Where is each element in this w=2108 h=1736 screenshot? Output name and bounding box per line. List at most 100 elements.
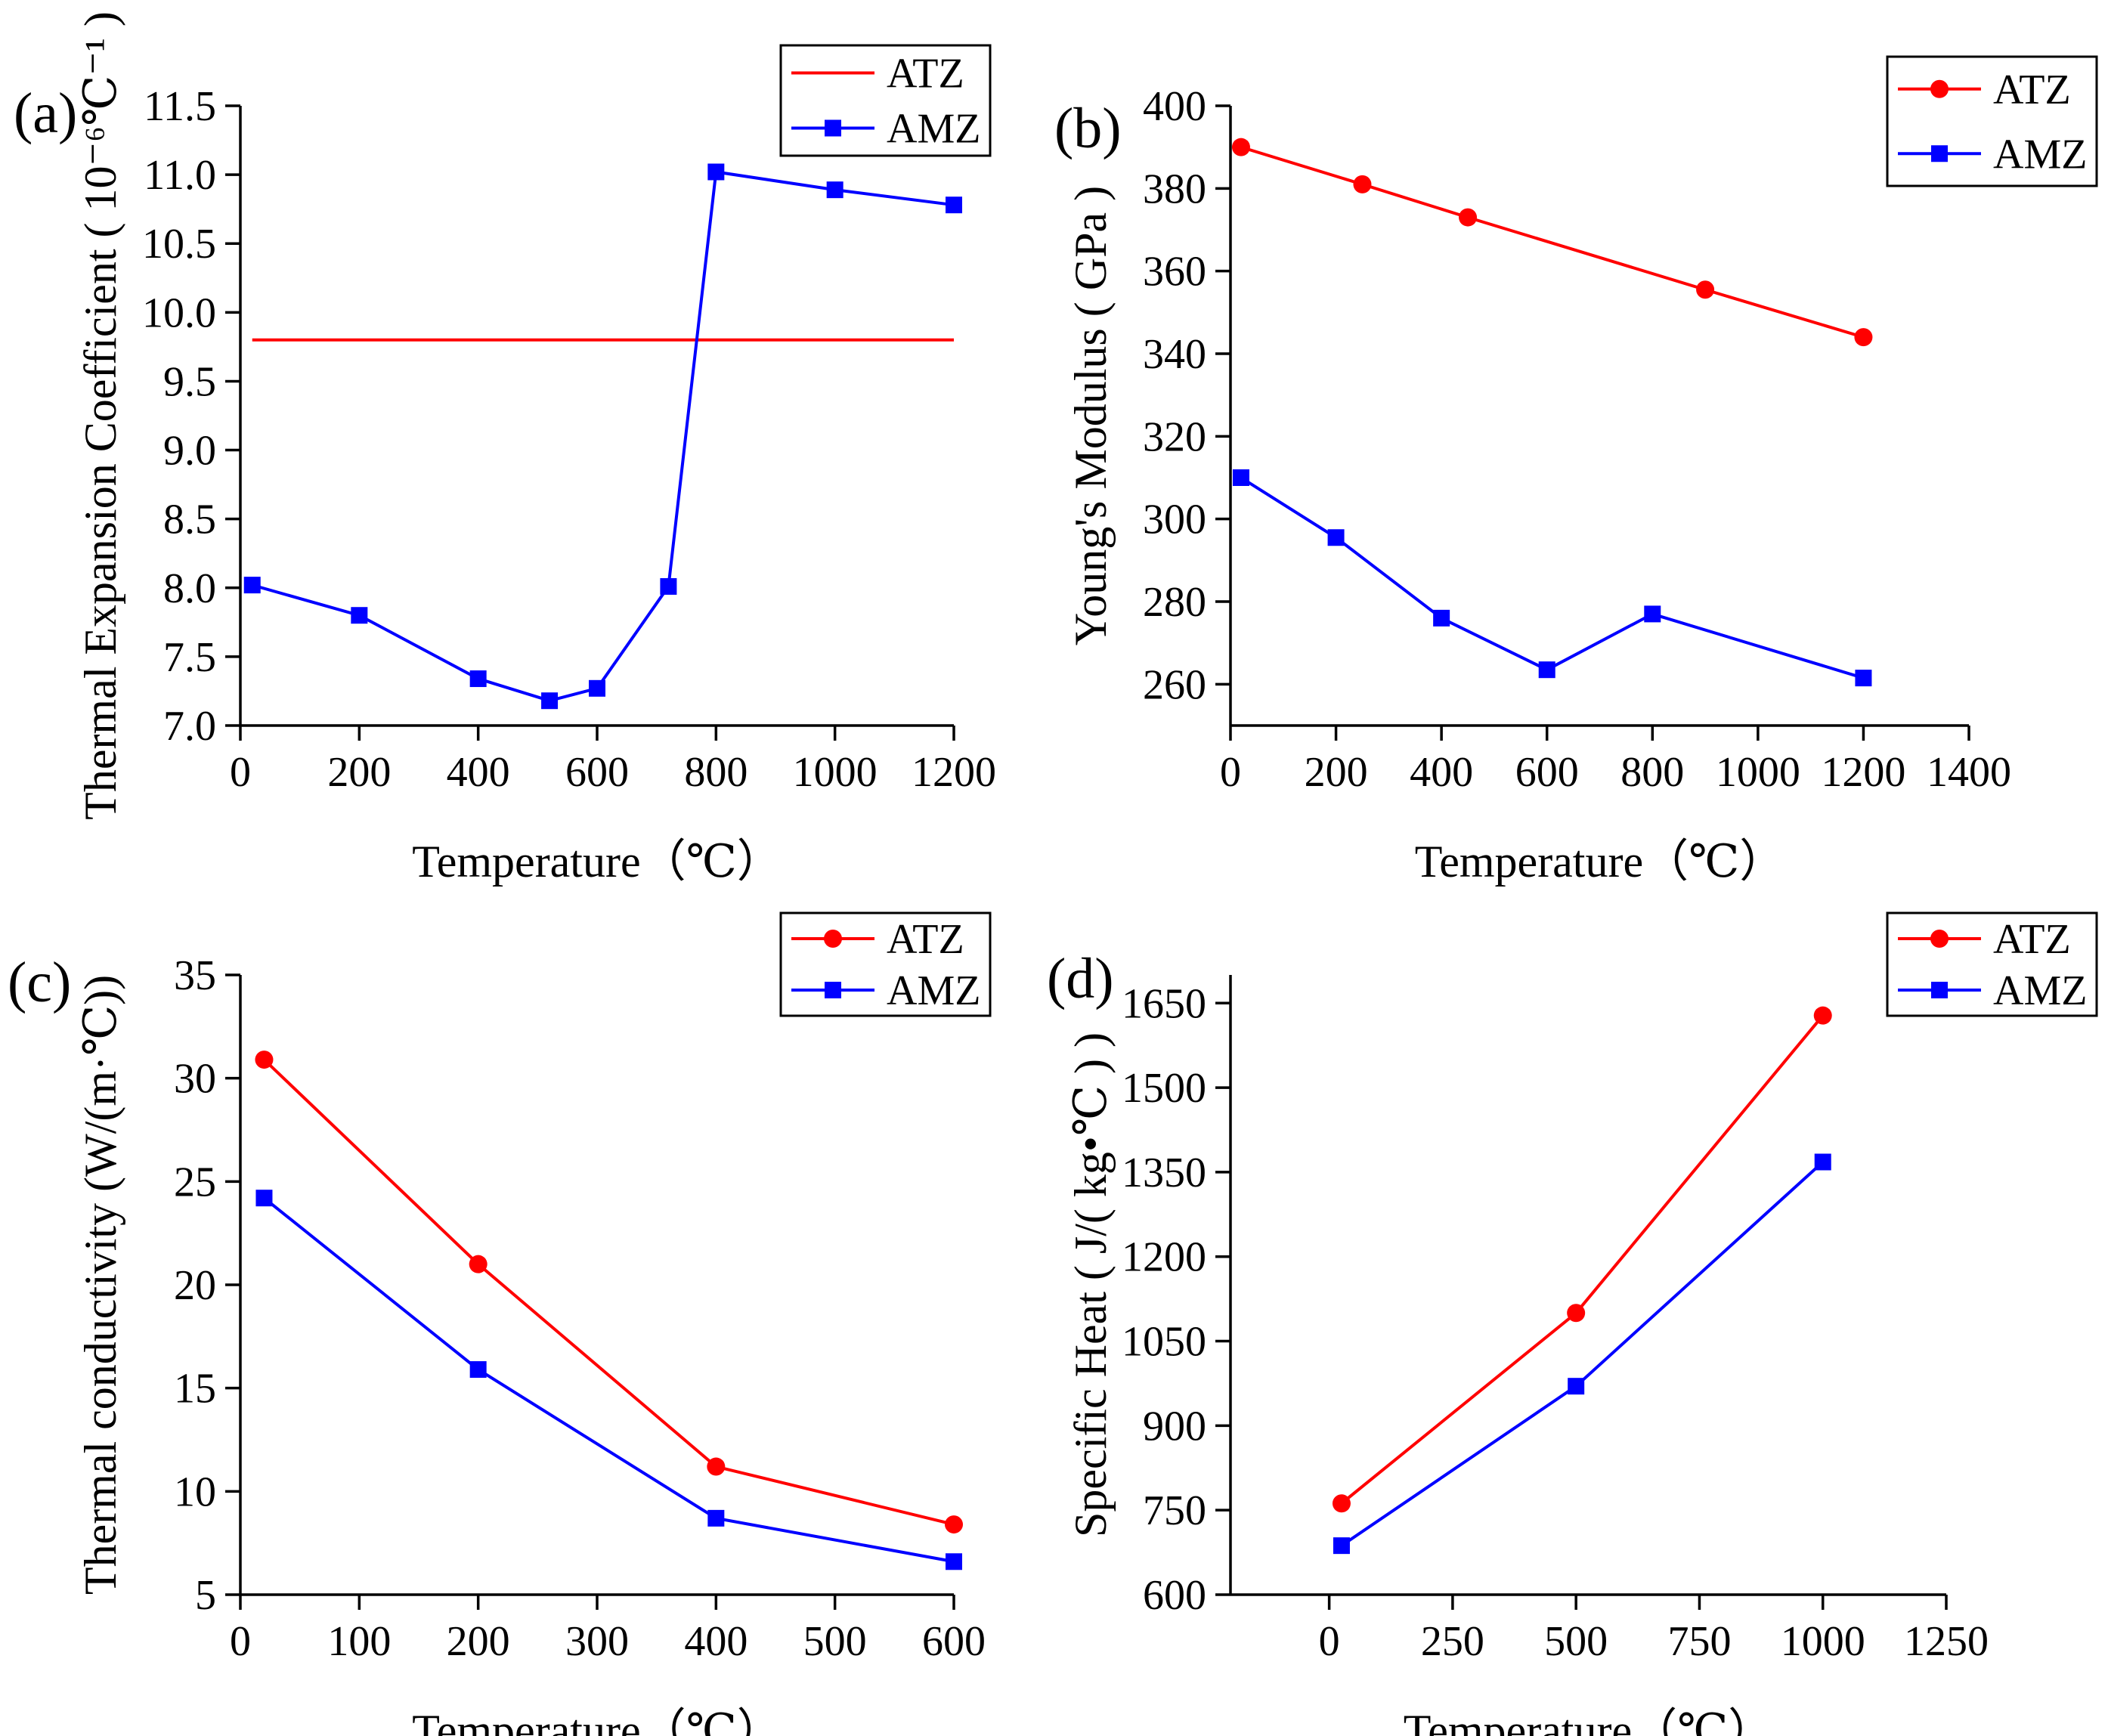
data-point [1854, 328, 1873, 347]
data-point [1459, 208, 1478, 227]
legend-entry-AMZ: AMZ [791, 967, 980, 1014]
series-ATZ [255, 1051, 963, 1534]
x-tick-label: 200 [1305, 749, 1368, 796]
series-line [263, 1058, 955, 1527]
y-tick-label: 360 [1143, 249, 1206, 296]
x-axis-label: Temperature（℃） [412, 1706, 782, 1736]
y-tick-label: 260 [1143, 661, 1206, 708]
x-tick-label: 1200 [1821, 749, 1905, 796]
legend-box [1886, 911, 2098, 1017]
x-tick-label: 800 [684, 749, 748, 796]
x-tick-label: 1400 [1927, 749, 2011, 796]
y-tick-label: 1200 [1122, 1234, 1206, 1281]
data-point [351, 607, 368, 624]
series-line [263, 1196, 955, 1564]
y-tick-label: 320 [1143, 413, 1206, 460]
data-point [1333, 1537, 1350, 1555]
legend-swatch-marker [1930, 79, 1949, 98]
legend-swatch-marker [1931, 982, 1948, 998]
legend-entry-AMZ: AMZ [1898, 967, 2087, 1014]
data-point [946, 1553, 962, 1570]
y-tick-label: 30 [174, 1056, 216, 1103]
data-point [1327, 529, 1345, 546]
y-axis-label: Thermal conductivity (W/(m·℃)) [76, 975, 125, 1595]
legend-swatch-marker [1930, 930, 1949, 948]
x-tick-label: 1000 [793, 749, 878, 796]
data-point [1332, 1494, 1351, 1513]
data-point [1231, 138, 1250, 156]
data-point [1353, 175, 1372, 193]
y-tick-label: 340 [1143, 331, 1206, 378]
data-point [1696, 280, 1715, 299]
data-point [469, 670, 487, 688]
legend-swatch-marker [825, 982, 841, 998]
legend-box [779, 911, 992, 1017]
series-AMZ [1333, 1153, 1831, 1555]
x-axis-label: Temperature（℃） [1415, 837, 1785, 887]
x-tick-label: 500 [803, 1618, 867, 1665]
data-point [707, 1457, 726, 1476]
panel-a: 0 200 400 600 800 1000 1200 7.0 7.5 8.0 8.5 9.0 9.5 1… [14, 11, 996, 887]
y-tick-label: 750 [1143, 1487, 1206, 1534]
legend-label: ATZ [887, 51, 964, 97]
data-point [945, 1515, 963, 1534]
y-tick-label: 35 [174, 952, 216, 999]
y-tick-label: 1650 [1122, 980, 1206, 1027]
y-tick-label: 10.0 [142, 289, 216, 336]
series-line [1240, 145, 1865, 339]
panel-label: (b) [1054, 97, 1122, 160]
x-axis-label: Temperature（℃） [412, 837, 782, 887]
y-tick-label: 7.0 [163, 703, 216, 750]
y-tick-label: 11.5 [144, 83, 216, 130]
y-axis-label: Young's Modulus ( GPa ) [1066, 186, 1116, 645]
y-tick-label: 9.5 [163, 358, 216, 405]
x-tick-label: 250 [1421, 1618, 1484, 1665]
series-ATZ [1332, 1006, 1832, 1513]
x-tick-label: 600 [565, 749, 629, 796]
y-axis-label: Thermal Expansion Coefficient ( 10⁻⁶℃⁻¹ … [76, 11, 125, 820]
x-tick-label: 300 [565, 1618, 629, 1665]
data-point [469, 1361, 487, 1379]
y-tick-label: 280 [1143, 579, 1206, 626]
data-point [1814, 1153, 1831, 1171]
data-point [541, 692, 559, 710]
y-tick-label: 380 [1143, 166, 1206, 212]
panel-b: 0 200 400 600 800 1000 1200 1400 260 280 300 320 340… [1054, 55, 2098, 887]
y-tick-label: 5 [195, 1572, 216, 1619]
y-tick-label: 600 [1143, 1572, 1206, 1619]
x-tick-label: 400 [684, 1618, 748, 1665]
legend: ATZ AMZ [779, 44, 992, 157]
legend-swatch-marker [1931, 145, 1948, 162]
data-point [255, 1051, 274, 1069]
panel-c: 0 100 200 300 400 500 600 5 10 15 20 25 30 35 Temperat… [8, 911, 992, 1736]
x-tick-label: 0 [230, 1618, 251, 1665]
series-line [1240, 476, 1865, 680]
data-point [1567, 1304, 1586, 1323]
y-tick-label: 300 [1143, 497, 1206, 543]
data-point [1813, 1006, 1832, 1025]
x-tick-label: 0 [230, 749, 251, 796]
data-point [589, 679, 605, 697]
y-tick-label: 20 [174, 1262, 216, 1309]
data-point [469, 1255, 488, 1273]
x-tick-label: 0 [1220, 749, 1241, 796]
data-point [707, 1509, 725, 1527]
data-point [1644, 605, 1661, 623]
y-tick-label: 1050 [1122, 1319, 1206, 1366]
x-tick-label: 500 [1544, 1618, 1608, 1665]
panel-label: (c) [8, 951, 71, 1014]
y-tick-label: 9.0 [163, 428, 216, 475]
y-tick-label: 10 [174, 1468, 216, 1515]
data-point [707, 163, 725, 181]
y-tick-label: 1350 [1122, 1150, 1206, 1196]
x-tick-label: 400 [1410, 749, 1473, 796]
legend-entry-ATZ: ATZ [791, 916, 964, 963]
panel-d: 0 250 500 750 1000 1250 600 750 900 1050 1200 1350 1… [1047, 911, 2098, 1736]
legend-label: AMZ [887, 106, 980, 153]
data-point [1538, 661, 1555, 679]
legend-entry-ATZ: ATZ [1898, 67, 2071, 113]
